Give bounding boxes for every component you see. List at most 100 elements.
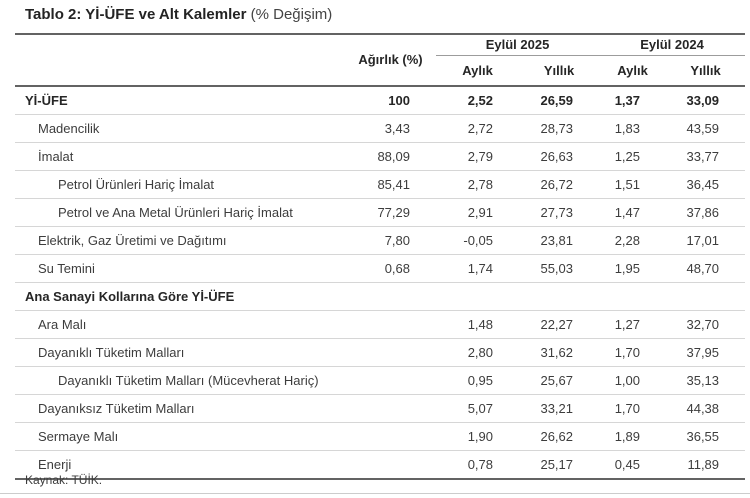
header-group-row: Ağırlık (%) Eylül 2025 Eylül 2024 — [15, 34, 746, 86]
table-row: Elektrik, Gaz Üretimi ve Dağıtımı 7,80 -0,… — [15, 225, 746, 254]
header-yillik-2024: Yıllık — [690, 62, 721, 78]
data-value: 0,95 — [436, 365, 519, 394]
data-value: 25,17 — [519, 449, 600, 479]
data-value: 1,90 — [436, 421, 519, 450]
table-row: Dayanıklı Tüketim Malları (Mücevherat Ha… — [15, 365, 746, 394]
table-row: Petrol ve Ana Metal Ürünleri Hariç İmala… — [15, 197, 746, 226]
header-corner-cell — [15, 34, 345, 86]
table-title-normal: (% Değişim) — [246, 6, 333, 23]
data-value: 37,86 — [666, 197, 746, 226]
table-row: Enerji 0,78 25,17 0,45 11,89 — [15, 449, 746, 479]
weight-value — [345, 421, 436, 450]
source-note: Kaynak: TÜİK. — [25, 473, 103, 487]
weight-value: 85,41 — [345, 169, 436, 198]
weight-value: 0,68 — [345, 253, 436, 282]
table-row: Dayanıksız Tüketim Malları 5,07 33,21 1,70 4… — [15, 393, 746, 422]
data-value: 0,45 — [599, 449, 667, 479]
table-header: Ağırlık (%) Eylül 2025 Eylül 2024 Aylık … — [15, 34, 746, 86]
weight-value — [345, 309, 436, 338]
header-sub-row: Aylık Yıllık Aylık Yıllık — [15, 56, 745, 86]
data-value: 36,45 — [666, 169, 746, 198]
table-title: Tablo 2: Yİ-ÜFE ve Alt Kalemler (% Değiş… — [25, 6, 332, 23]
data-value: 33,77 — [666, 141, 746, 170]
row-label: Enerji — [15, 449, 345, 479]
row-label: Petrol Ürünleri Hariç İmalat — [15, 169, 345, 198]
data-value: 1,89 — [599, 421, 667, 450]
table-title-bold: Tablo 2: Yİ-ÜFE ve Alt Kalemler — [25, 6, 247, 23]
table-body: Yİ-ÜFE 100 2,52 26,59 1,37 33,09 Madencilik 3,4… — [15, 86, 746, 479]
weight-value — [345, 337, 436, 366]
data-value: 25,67 — [519, 365, 600, 394]
row-label: İmalat — [15, 141, 345, 170]
table-row: Yİ-ÜFE 100 2,52 26,59 1,37 33,09 — [15, 86, 745, 115]
table-row: İmalat 88,09 2,79 26,63 1,25 33,77 — [15, 141, 746, 170]
data-value: 1,47 — [599, 197, 667, 226]
data-value: 2,78 — [436, 169, 519, 198]
weight-value: 3,43 — [345, 113, 436, 142]
data-value: 44,38 — [666, 393, 746, 422]
weight-value — [345, 393, 436, 422]
header-group-eylul-2025: Eylül 2025 — [436, 34, 600, 56]
data-value: 32,70 — [666, 309, 746, 338]
data-value: 1,95 — [599, 253, 667, 282]
data-value: 2,28 — [599, 225, 667, 254]
header-aylik-2025: Aylık — [462, 62, 493, 78]
row-label: Elektrik, Gaz Üretimi ve Dağıtımı — [15, 225, 345, 254]
row-label: Dayanıklı Tüketim Malları (Mücevherat Ha… — [15, 365, 345, 394]
data-value: 26,59 — [540, 92, 574, 108]
data-value: 26,62 — [519, 421, 600, 450]
row-label: Sermaye Malı — [15, 421, 345, 450]
weight-value: 100 — [388, 92, 410, 108]
data-value: 11,89 — [666, 449, 746, 479]
row-label: Madencilik — [15, 113, 345, 142]
data-value: 1,37 — [614, 92, 641, 108]
header-aylik-2024: Aylık — [617, 62, 648, 78]
data-value: 2,80 — [436, 337, 519, 366]
header-weight: Ağırlık (%) — [358, 52, 423, 68]
data-value: 1,27 — [599, 309, 667, 338]
data-value: 55,03 — [519, 253, 600, 282]
data-value: 1,70 — [599, 393, 667, 422]
row-label: Ara Malı — [15, 309, 345, 338]
data-value: 36,55 — [666, 421, 746, 450]
data-value: 28,73 — [519, 113, 600, 142]
data-value: 26,72 — [519, 169, 600, 198]
yiufe-table: Ağırlık (%) Eylül 2025 Eylül 2024 Aylık … — [15, 33, 746, 480]
data-value: 23,81 — [519, 225, 600, 254]
weight-value: 88,09 — [345, 141, 436, 170]
data-value: 37,95 — [666, 337, 746, 366]
section-header-label: Ana Sanayi Kollarına Göre Yİ-ÜFE — [15, 281, 746, 310]
data-value: -0,05 — [436, 225, 519, 254]
weight-value — [345, 449, 436, 479]
row-label: Yİ-ÜFE — [25, 92, 68, 108]
weight-value: 77,29 — [345, 197, 436, 226]
data-value: 2,79 — [436, 141, 519, 170]
data-value: 43,59 — [666, 113, 746, 142]
data-value: 1,25 — [599, 141, 667, 170]
data-value: 1,51 — [599, 169, 667, 198]
data-value: 0,78 — [436, 449, 519, 479]
page-bottom-divider — [0, 493, 750, 494]
header-yillik-2025: Yıllık — [543, 62, 575, 78]
table-row: Ara Malı 1,48 22,27 1,27 32,70 — [15, 309, 746, 338]
data-value: 2,72 — [436, 113, 519, 142]
data-value: 22,27 — [519, 309, 600, 338]
data-value: 1,48 — [436, 309, 519, 338]
data-value: 31,62 — [519, 337, 600, 366]
data-value: 33,09 — [686, 92, 720, 108]
data-value: 33,21 — [519, 393, 600, 422]
table-row: Petrol Ürünleri Hariç İmalat 85,41 2,78 26,… — [15, 169, 746, 198]
data-value: 1,83 — [599, 113, 667, 142]
header-group-eylul-2024: Eylül 2024 — [599, 34, 746, 56]
data-value: 5,07 — [436, 393, 519, 422]
data-value: 17,01 — [666, 225, 746, 254]
data-value: 1,74 — [436, 253, 519, 282]
table-row: Dayanıklı Tüketim Malları 2,80 31,62 1,70 37… — [15, 337, 746, 366]
row-label: Su Temini — [15, 253, 345, 282]
row-label: Dayanıksız Tüketim Malları — [15, 393, 345, 422]
table-row: Su Temini 0,68 1,74 55,03 1,95 48,70 — [15, 253, 746, 282]
data-value: 1,70 — [599, 337, 667, 366]
data-value: 1,00 — [599, 365, 667, 394]
table-row: Madencilik 3,43 2,72 28,73 1,83 43,59 — [15, 113, 746, 142]
